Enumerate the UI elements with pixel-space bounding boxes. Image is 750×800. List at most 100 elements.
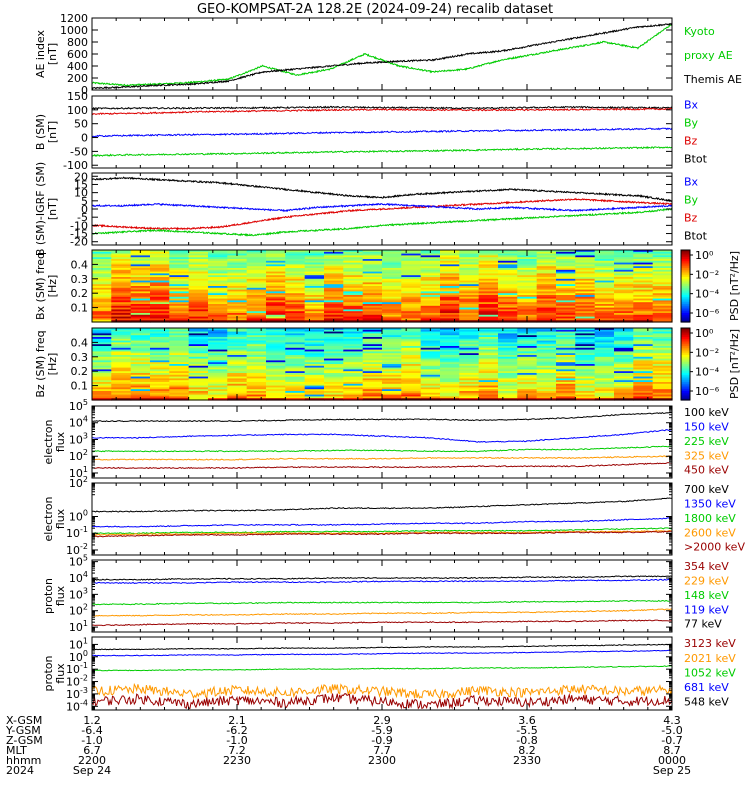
spectrogram-cell [575, 349, 596, 352]
spectrogram-cell [536, 367, 557, 370]
spectrogram-cell [420, 260, 441, 264]
spectrogram-cell [575, 392, 596, 396]
spectrogram-cell [343, 331, 364, 334]
spectrogram-cell [188, 264, 209, 267]
spectrogram-cell [536, 287, 557, 291]
spectrogram-cell [285, 314, 306, 318]
spectrogram-cell [517, 286, 538, 289]
spectrogram-cell [440, 307, 460, 310]
spectrogram-cell [478, 284, 499, 287]
spectrogram-cell [382, 295, 402, 298]
spectrogram-cell [498, 251, 518, 255]
spectrogram-cell [266, 250, 286, 253]
spectrogram-cell [150, 293, 170, 296]
spectrogram-cell [420, 269, 441, 273]
spectrogram-cell [633, 337, 654, 340]
y-tick-label: 0.4 [71, 336, 89, 349]
spectrogram-cell [111, 374, 132, 378]
spectrogram-cell [246, 255, 267, 258]
spectrogram-cell [556, 340, 576, 343]
spectrogram-cell [382, 369, 402, 372]
spectrogram-cell [285, 320, 306, 323]
spectrogram-cell [420, 353, 441, 356]
spectrogram-cell [285, 298, 306, 301]
spectrogram-cell [362, 264, 383, 267]
series--2000-kev [91, 530, 672, 538]
spectrogram-cell [92, 365, 112, 369]
spectrogram-cell [188, 394, 209, 397]
spectrogram-cell [652, 347, 673, 351]
spectrogram-cell [498, 378, 518, 381]
spectrogram-cell [575, 380, 596, 383]
spectrogram-cell [169, 331, 190, 334]
y-tick-label: -10 [70, 219, 88, 232]
spectrogram-cell [343, 262, 364, 265]
spectrogram-cell [459, 305, 480, 309]
spectrogram-cell [266, 257, 286, 260]
spectrogram-cell [498, 277, 518, 280]
spectrogram-cell [92, 311, 112, 314]
spectrogram-cell [227, 337, 248, 340]
spectrogram-cell [324, 302, 344, 305]
spectrogram-cell [227, 365, 248, 369]
spectrogram-cell [556, 251, 576, 255]
spectrogram-cell [401, 382, 422, 385]
spectrogram-cell [111, 342, 132, 345]
spectrogram-cell [652, 387, 673, 390]
spectrogram-cell [594, 320, 615, 323]
spectrogram-cell [614, 286, 634, 289]
spectrogram-cell [324, 314, 344, 318]
spectrogram-cell [208, 364, 228, 367]
series-btot [92, 105, 673, 111]
series-229-kev [91, 578, 673, 584]
spectrogram-cell [440, 302, 460, 305]
spectrogram-cell [208, 307, 228, 310]
spectrogram-cell [285, 394, 306, 397]
colorbar-cell [681, 398, 690, 401]
spectrogram-cell [478, 382, 499, 385]
spectrogram-cell [536, 295, 557, 298]
colorbar-cell [681, 305, 690, 309]
spectrogram-cell [498, 278, 518, 282]
spectrogram-cell [459, 351, 480, 354]
spectrogram-cell [478, 394, 499, 397]
spectrogram-cell [556, 293, 576, 296]
spectrogram-cell [188, 262, 209, 265]
spectrogram-cell [401, 398, 422, 401]
spectrogram-cell [652, 355, 673, 358]
spectrogram-cell [382, 335, 402, 338]
spectrogram-cell [575, 365, 596, 369]
spectrogram-cell [150, 298, 170, 301]
spectrogram-cell [188, 328, 209, 331]
spectrogram-cell [266, 347, 286, 351]
spectrogram-cell [652, 313, 673, 316]
colorbar-cell [681, 273, 690, 276]
spectrogram-cell [246, 271, 267, 274]
spectrogram-cell [285, 313, 306, 316]
spectrogram-cell [652, 356, 673, 360]
spectrogram-cell [130, 280, 151, 283]
spectrogram-cell [111, 296, 132, 300]
spectrogram-cell [652, 320, 673, 323]
spectrogram-cell [304, 271, 325, 274]
spectrogram-cell [266, 349, 286, 352]
spectrogram-cell [285, 295, 306, 298]
spectrogram-cell [169, 383, 190, 387]
spectrogram-cell [285, 378, 306, 381]
spectrogram-cell [92, 369, 112, 372]
spectrogram-cell [188, 318, 209, 321]
spectrogram-cell [536, 364, 557, 367]
spectrogram-cell [556, 264, 576, 267]
spectrogram-cell [150, 255, 170, 258]
spectrogram-cell [227, 380, 248, 383]
spectrogram-cell [208, 351, 228, 354]
spectrogram-cell [498, 338, 518, 342]
spectrogram-cell [459, 360, 480, 363]
spectrogram-cell [575, 342, 596, 345]
spectrogram-cell [614, 269, 634, 273]
spectrogram-cell [92, 373, 112, 376]
spectrogram-cell [498, 382, 518, 385]
spectrogram-cell [188, 367, 209, 370]
spectrogram-cell [652, 389, 673, 392]
spectrogram-cell [401, 365, 422, 369]
